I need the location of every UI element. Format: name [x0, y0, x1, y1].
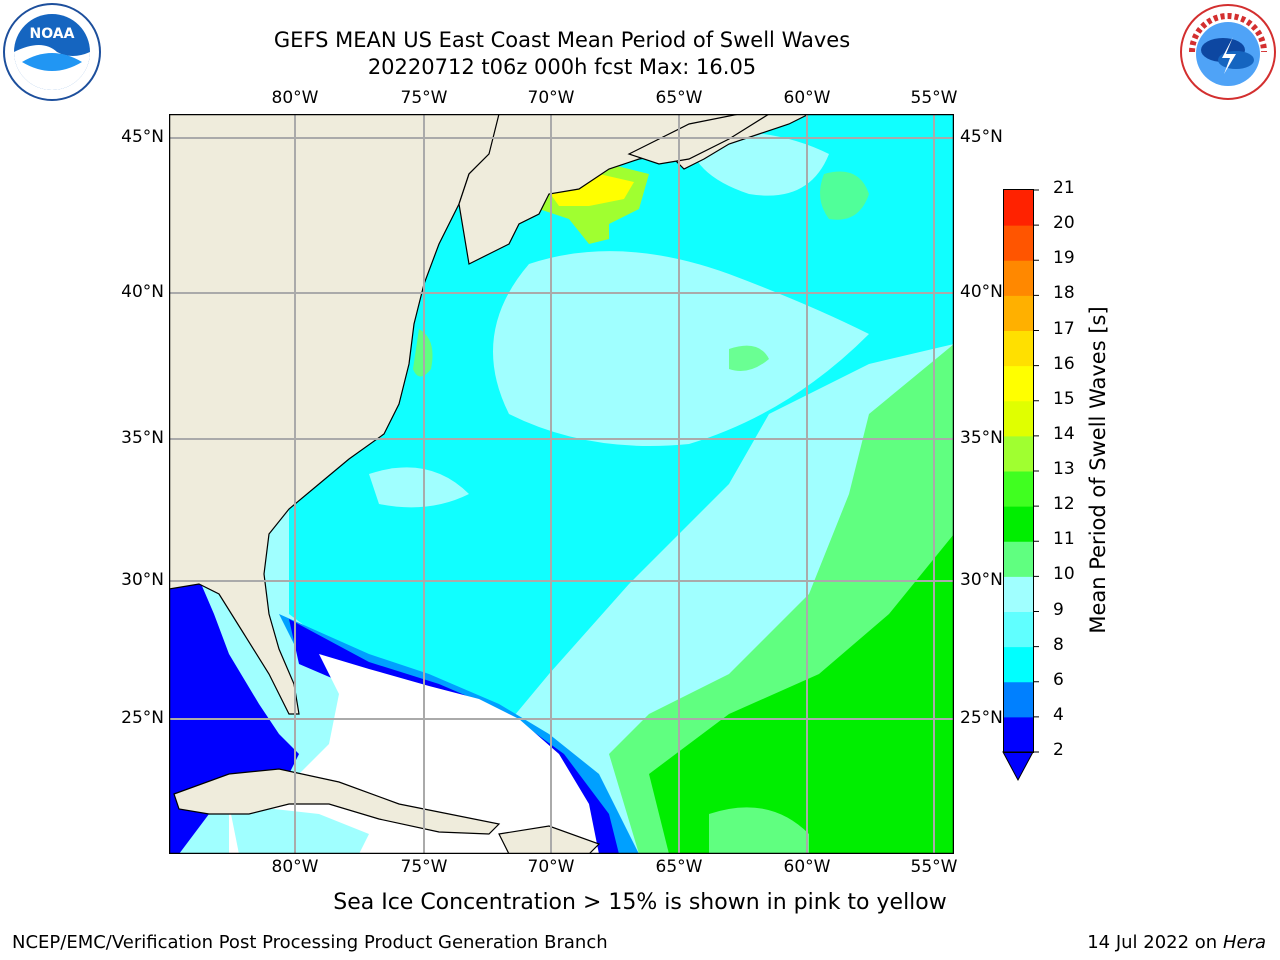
- colorbar-block: [1004, 295, 1033, 331]
- lat-label-left-35n: 35°N: [121, 428, 164, 448]
- lon-label-bottom-70w: 70°W: [527, 857, 575, 877]
- colorbar: [1002, 189, 1039, 782]
- colorbar-block: [1004, 576, 1033, 612]
- colorbar-block: [1004, 260, 1033, 296]
- land-hispaniola: [498, 825, 601, 854]
- swell-patch-cuba: [229, 804, 369, 854]
- lon-label-bottom-80w: 80°W: [271, 857, 319, 877]
- colorbar-tick-label: 8: [1053, 634, 1064, 655]
- chart-title-line2: 20220712 t06z 000h fcst Max: 16.05: [367, 55, 757, 79]
- colorbar-block: [1004, 190, 1033, 226]
- colorbar-tick-label: 14: [1053, 423, 1075, 444]
- swell-patch-green-3: [729, 345, 769, 372]
- colorbar-tick-label: 21: [1053, 178, 1075, 198]
- swell-patch-9-10: [709, 807, 809, 854]
- footer-machine: Hera: [1222, 932, 1266, 953]
- colorbar-block: [1004, 330, 1033, 367]
- graticule: [169, 114, 954, 854]
- colorbar-tick-label: 11: [1053, 529, 1075, 550]
- colorbar-block: [1004, 365, 1033, 402]
- map-frame: [169, 114, 954, 854]
- colorbar-tick-label: 16: [1053, 353, 1075, 374]
- nws-logo: [1180, 4, 1276, 100]
- lon-label-bottom-55w: 55°W: [910, 857, 958, 877]
- lat-label-right-25n: 25°N: [960, 708, 1003, 728]
- lat-label-right-35n: 35°N: [960, 428, 1003, 448]
- colorbar-block: [1004, 506, 1033, 542]
- lat-label-left-40n: 40°N: [121, 282, 164, 302]
- lon-label-top-80w: 80°W: [271, 88, 319, 108]
- lon-label-bottom-60w: 60°W: [783, 857, 831, 877]
- map-panel: [169, 114, 954, 854]
- colorbar-tick-label: 20: [1053, 213, 1075, 234]
- land-cuba: [173, 768, 501, 835]
- lat-label-left-25n: 25°N: [121, 708, 164, 728]
- colorbar-tick-label: 10: [1053, 564, 1075, 585]
- swell-core-13-14: [549, 174, 634, 206]
- chart-title-line1: GEFS MEAN US East Coast Mean Period of S…: [273, 28, 851, 52]
- lon-label-top-70w: 70°W: [527, 88, 575, 108]
- colorbar-block: [1004, 225, 1033, 261]
- colorbar-block: [1004, 611, 1033, 648]
- colorbar-block: [1004, 716, 1033, 753]
- colorbar-tick-label: 19: [1053, 248, 1075, 269]
- colorbar-block: [1004, 471, 1033, 507]
- lat-label-right-30n: 30°N: [960, 570, 1003, 590]
- footer-left: NCEP/EMC/Verification Post Processing Pr…: [12, 932, 608, 953]
- swell-patch-8-9c: [369, 467, 469, 508]
- lon-label-top-65w: 65°W: [655, 88, 703, 108]
- colorbar-tick-label: 17: [1053, 318, 1075, 339]
- colorbar-tick-label: 6: [1053, 669, 1064, 690]
- lat-label-left-45n: 45°N: [121, 127, 164, 147]
- colorbar-tick-label: 18: [1053, 283, 1075, 304]
- sea-ice-note: Sea Ice Concentration > 15% is shown in …: [0, 890, 1280, 915]
- lon-label-bottom-75w: 75°W: [400, 857, 448, 877]
- colorbar-tick-label: 13: [1053, 459, 1075, 479]
- lon-label-bottom-65w: 65°W: [655, 857, 703, 877]
- noaa-logo-text: NOAA: [30, 26, 75, 42]
- footer-date: 14 Jul 2022 on: [1087, 932, 1218, 953]
- lat-label-right-40n: 40°N: [960, 282, 1003, 302]
- swell-patch-green-1: [820, 171, 869, 220]
- colorbar-tick-label: 4: [1053, 704, 1064, 725]
- colorbar-extend-arrow: [1002, 751, 1034, 782]
- swell-patch-8-9a: [493, 251, 869, 446]
- colorbar-tick-label: 12: [1053, 494, 1075, 515]
- colorbar-tick-label: 9: [1053, 599, 1064, 620]
- colorbar-block: [1004, 681, 1033, 718]
- footer-right: 14 Jul 2022 on Hera: [1087, 932, 1266, 953]
- lon-label-top-55w: 55°W: [910, 88, 958, 108]
- lat-label-left-30n: 30°N: [121, 570, 164, 590]
- colorbar-block: [1004, 541, 1033, 577]
- sea-ice-note-text: Sea Ice Concentration > 15% is shown in …: [333, 890, 947, 915]
- colorbar-tick-label: 15: [1053, 388, 1075, 409]
- noaa-logo: NOAA: [3, 3, 101, 101]
- lat-label-right-45n: 45°N: [960, 127, 1003, 147]
- swell-region-10-11: [649, 534, 954, 854]
- colorbar-block: [1004, 435, 1033, 472]
- colorbar-label: Mean Period of Swell Waves [s]: [1086, 306, 1110, 634]
- colorbar-block: [1004, 646, 1033, 683]
- colorbar-tick-label: 2: [1053, 740, 1064, 760]
- colorbar-block: [1004, 400, 1033, 437]
- swell-patch-green-2: [413, 329, 433, 377]
- lon-label-top-75w: 75°W: [400, 88, 448, 108]
- lon-label-top-60w: 60°W: [783, 88, 831, 108]
